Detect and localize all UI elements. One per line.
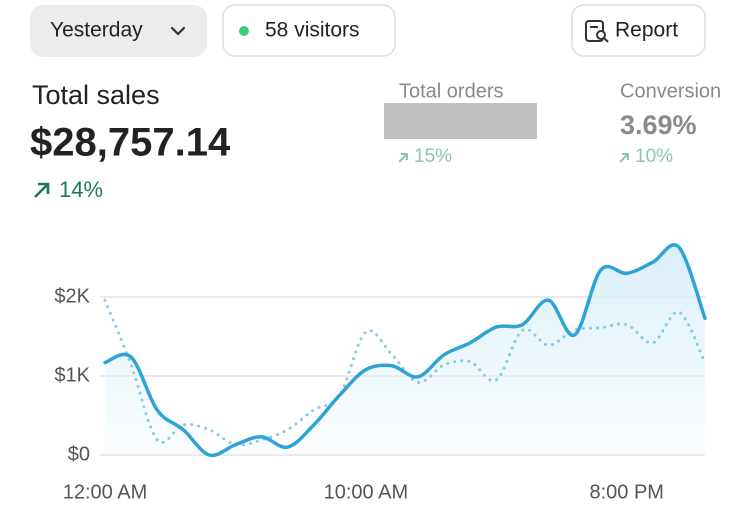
y-tick-label: $1K — [54, 364, 90, 386]
metric-change: 15% — [414, 146, 452, 167]
date-button[interactable]: Yesterday — [30, 5, 207, 57]
report-button-bg — [571, 4, 706, 57]
x-tick-label: 10:00 AM — [324, 481, 409, 503]
area-fill — [105, 244, 705, 456]
report-icon — [585, 20, 609, 43]
up-arrow-icon — [398, 153, 408, 163]
x-tick-label: 8:00 PM — [589, 481, 663, 503]
date-button-bg — [30, 5, 207, 57]
report-text: Report — [615, 19, 678, 42]
metric-change: 14% — [59, 177, 103, 202]
metric-label: Total orders — [399, 80, 504, 102]
up-arrow-icon — [34, 182, 50, 198]
chevron-icon — [170, 26, 186, 36]
visitors-button[interactable]: 58 visitors — [222, 4, 396, 57]
report-button[interactable]: Report — [571, 4, 706, 57]
metric-value: $28,757.14 — [30, 121, 231, 165]
metric-change: 10% — [635, 146, 673, 167]
visitors-button-bg — [222, 4, 396, 57]
up-arrow-icon — [619, 153, 629, 163]
sales-line — [103, 243, 707, 458]
sales-chart: $0 $1K $2K 12:00 AM 10:00 AM 8:00 PM — [54, 243, 707, 503]
metric-value: 3.69% — [620, 110, 697, 140]
redacted-value — [384, 103, 537, 139]
y-tick-label: $0 — [68, 443, 90, 465]
visitors-text: 58 visitors — [265, 19, 360, 42]
metric-label: Total sales — [32, 80, 160, 110]
metric-label: Conversion — [620, 80, 721, 102]
y-tick-label: $2K — [54, 285, 90, 307]
live-dot — [239, 26, 249, 36]
date-button-text: Yesterday — [50, 19, 143, 42]
x-tick-label: 12:00 AM — [63, 481, 148, 503]
